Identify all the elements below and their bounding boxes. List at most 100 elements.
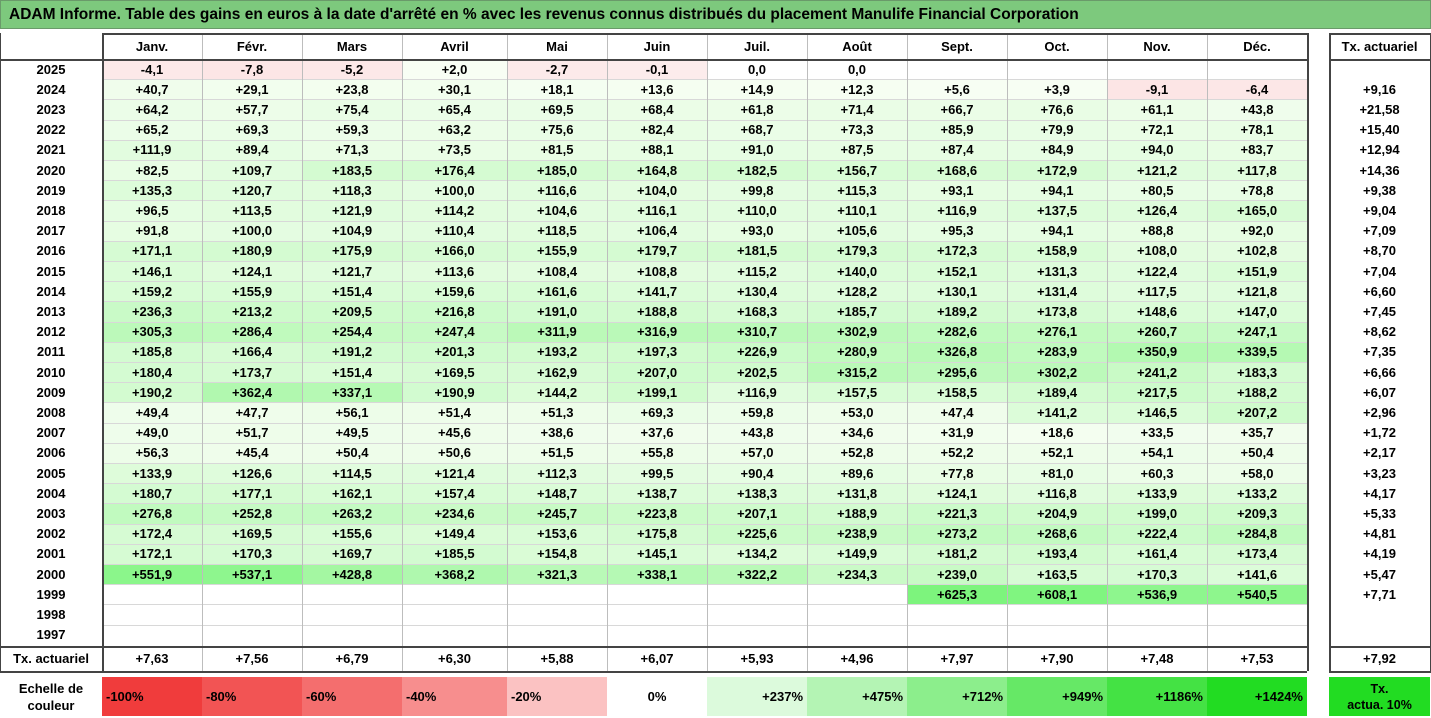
table-cell: +77,8 [907,463,1007,484]
table-cell: +54,1 [1107,442,1207,463]
table-cell: +190,2 [102,382,202,403]
table-cell: +130,4 [707,281,807,302]
month-header: Juin [643,38,671,54]
table-cell [807,604,907,625]
table-cell: +104,0 [607,180,707,201]
table-cell: +315,2 [807,362,907,383]
table-cell: +124,1 [202,261,302,282]
table-cell: +185,0 [507,160,607,181]
table-cell [102,604,202,625]
table-cell: +234,3 [807,564,907,585]
footer-cell: +4,96 [840,651,874,666]
table-cell: +276,8 [102,503,202,524]
table-cell: +540,5 [1207,584,1307,605]
row-rate: +21,58 [1359,101,1400,117]
legend-swatch: -40% [402,677,507,716]
row-rate: +4,81 [1363,526,1396,542]
table-cell: +50,4 [1207,442,1307,463]
legend-swatch: +1186% [1107,677,1207,716]
table-cell: +140,0 [807,261,907,282]
table-cell: +124,1 [907,483,1007,504]
table-cell: +284,8 [1207,523,1307,544]
table-cell: +131,4 [1007,281,1107,302]
legend-swatch: -60% [302,677,402,716]
table-cell: +189,4 [1007,382,1107,403]
table-cell: +29,1 [202,79,302,100]
border [1307,33,1309,671]
table-cell: +99,8 [707,180,807,201]
table-cell: +69,3 [202,119,302,140]
table-cell: +110,0 [707,200,807,221]
table-cell: +58,0 [1207,463,1307,484]
table-cell: +137,5 [1007,200,1107,221]
footer-cell: +6,79 [335,651,369,666]
table-cell [1207,59,1307,80]
table-cell: +130,1 [907,281,1007,302]
table-cell: +151,4 [302,362,402,383]
row-divider [102,341,1307,343]
footer-label: Tx. actuariel [13,651,89,666]
table-cell: +173,8 [1007,301,1107,322]
table-cell: +199,0 [1107,503,1207,524]
table-cell: +37,6 [607,422,707,443]
table-cell: +114,5 [302,463,402,484]
table-cell: +204,9 [1007,503,1107,524]
table-cell: +88,1 [607,139,707,160]
table-cell: +57,7 [202,99,302,120]
table-cell: +108,0 [1107,240,1207,261]
row-rate: +8,70 [1363,243,1396,259]
table-cell: +56,1 [302,402,402,423]
table-cell: +158,9 [1007,240,1107,261]
table-cell: +177,1 [202,483,302,504]
row-divider [102,119,1307,121]
table-cell: +302,9 [807,321,907,342]
table-cell: +286,4 [202,321,302,342]
table-cell: +185,5 [402,543,507,564]
table-cell: +52,8 [807,442,907,463]
year-label: 2025 [36,61,66,77]
year-label: 2003 [36,505,66,521]
column-divider [707,33,708,646]
table-cell: +180,7 [102,483,202,504]
table-cell: +121,8 [1207,281,1307,302]
row-divider [102,200,1307,202]
table-cell: +166,4 [202,341,302,362]
table-cell: +209,5 [302,301,402,322]
table-cell: +92,0 [1207,220,1307,241]
table-cell: +49,5 [302,422,402,443]
table-cell: +69,5 [507,99,607,120]
table-cell: +162,9 [507,362,607,383]
table-cell: +73,5 [402,139,507,160]
table-cell: +157,4 [402,483,507,504]
table-cell: +49,0 [102,422,202,443]
legend-rate: Tx. actua. 10% [1329,677,1430,716]
table-cell: +161,4 [1107,543,1207,564]
table-cell: +263,2 [302,503,402,524]
table-cell: +141,2 [1007,402,1107,423]
table-cell: +110,1 [807,200,907,221]
table-cell: +241,2 [1107,362,1207,383]
row-rate: +7,04 [1363,263,1396,279]
table-cell: +105,6 [807,220,907,241]
year-label: 2018 [36,202,66,218]
table-cell: +268,6 [1007,523,1107,544]
table-cell: +311,9 [507,321,607,342]
border [1329,646,1431,648]
year-label: 1998 [36,606,66,622]
table-cell: +191,0 [507,301,607,322]
table-cell: +120,7 [202,180,302,201]
table-cell: +183,5 [302,160,402,181]
table-cell: +225,6 [707,523,807,544]
column-divider [1207,646,1208,671]
table-cell: +155,9 [202,281,302,302]
table-cell: +18,1 [507,79,607,100]
table-cell: +625,3 [907,584,1007,605]
table-cell: +117,5 [1107,281,1207,302]
table-cell: +191,2 [302,341,402,362]
table-cell: +126,4 [1107,200,1207,221]
column-divider [507,33,508,646]
table-cell: +159,2 [102,281,202,302]
year-label: 2016 [36,243,66,259]
legend-swatch: -100% [102,677,202,716]
table-cell: +94,0 [1107,139,1207,160]
